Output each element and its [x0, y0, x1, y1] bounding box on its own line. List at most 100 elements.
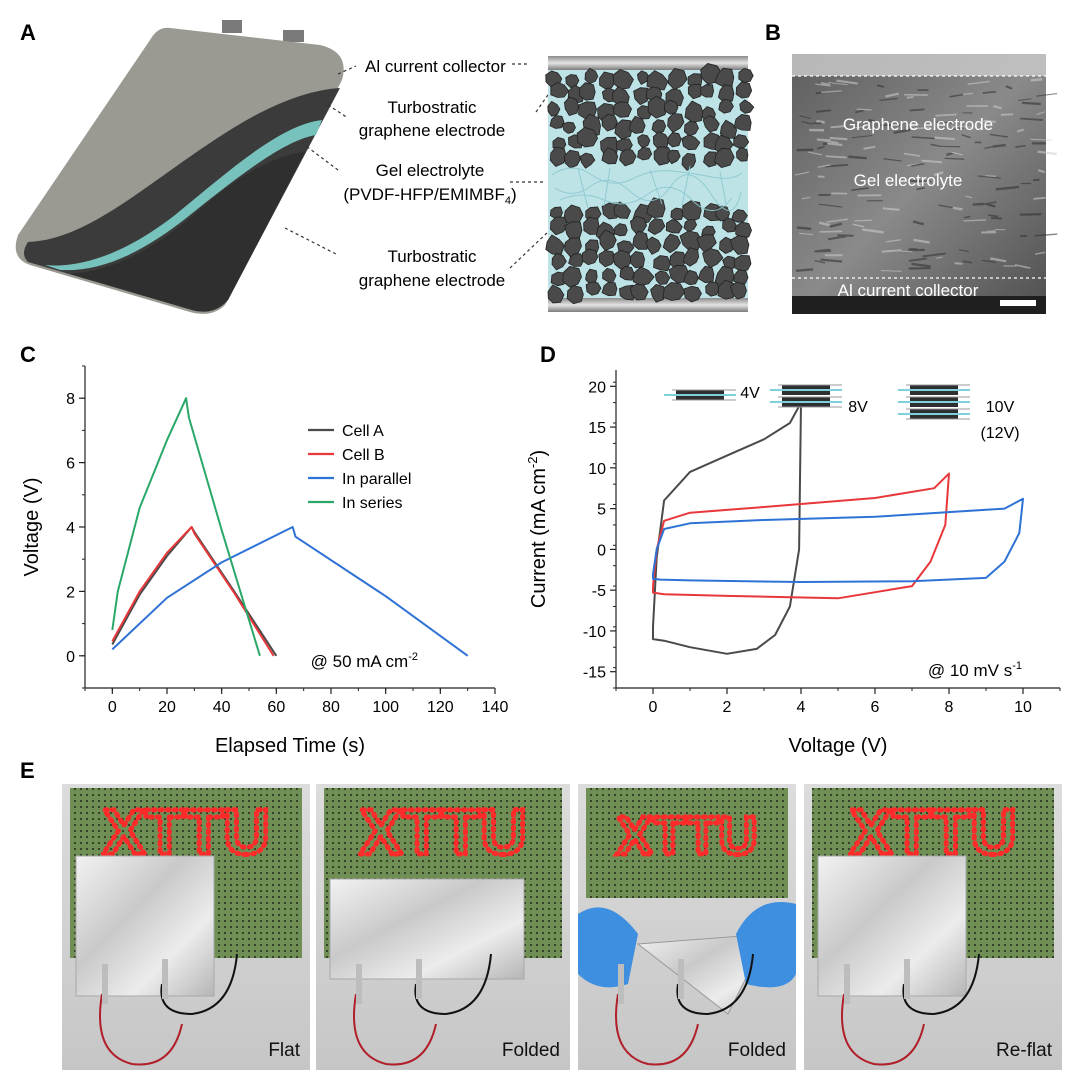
- chart-annotation: @ 50 mA cm-2: [311, 651, 418, 671]
- x-tick-label: 0: [649, 699, 658, 716]
- alligator-clip: [618, 964, 624, 1004]
- series-line-0: [653, 403, 801, 654]
- photo-3: XTTU Folded: [578, 784, 796, 1070]
- panel-d-letter: D: [540, 342, 556, 367]
- y-tick-label: -15: [583, 665, 606, 682]
- y-tick-label: -5: [592, 583, 606, 600]
- y-tick-label: 0: [66, 649, 75, 666]
- chart-annotation: @ 10 mV s-1: [928, 660, 1022, 680]
- label-electrode-top-2: graphene electrode: [359, 121, 506, 140]
- series-line-cell-b: [112, 527, 273, 656]
- x-tick-label: 6: [871, 699, 880, 716]
- stack-inset-icon: [770, 385, 842, 407]
- legend-label: Cell B: [342, 447, 385, 464]
- stack-inset-icon: [898, 385, 970, 419]
- panel-a: A Al current collector Turbostratic grap…: [16, 20, 754, 314]
- alligator-clip: [356, 964, 362, 1004]
- panel-e-letter: E: [20, 758, 35, 783]
- y-tick-label: 20: [588, 379, 606, 396]
- panel-b-letter: B: [765, 20, 781, 45]
- led-text: XTTU: [359, 796, 526, 868]
- sem-label-al: Al current collector: [838, 281, 979, 300]
- graphene-particle: [654, 256, 671, 271]
- inset-label: 10V: [986, 399, 1015, 416]
- x-tick-label: 140: [482, 699, 509, 716]
- y-tick-label: 0: [597, 542, 606, 559]
- scale-bar: [1000, 300, 1036, 306]
- y-axis-title: Current (mA cm-2): [525, 450, 550, 608]
- x-tick-label: 120: [427, 699, 454, 716]
- cross-section-schematic: [546, 56, 754, 312]
- panel-a-letter: A: [20, 20, 36, 45]
- x-tick-label: 8: [945, 699, 954, 716]
- x-tick-label: 80: [322, 699, 340, 716]
- alligator-clip: [904, 959, 910, 999]
- x-tick-label: 0: [108, 699, 117, 716]
- series-line-cell-a: [112, 527, 276, 656]
- graphene-particle: [701, 85, 714, 97]
- label-electrode-bottom-2: graphene electrode: [359, 271, 506, 290]
- y-tick-label: -10: [583, 624, 606, 641]
- graphene-particle: [671, 208, 683, 220]
- inset-label: 4V: [740, 385, 760, 402]
- stack-inset-icon: [664, 390, 736, 400]
- led-text: XTTU: [617, 806, 758, 866]
- panel-b: B Graphene electrode Gel electrolyte Al …: [765, 20, 1057, 314]
- label-electrode-top-1: Turbostratic: [387, 98, 477, 117]
- x-tick-label: 10: [1014, 699, 1032, 716]
- y-tick-label: 15: [588, 420, 606, 437]
- photo-label: Flat: [268, 1040, 300, 1061]
- label-electrode-bottom-1: Turbostratic: [387, 247, 477, 266]
- photo-label: Folded: [728, 1040, 786, 1061]
- y-tick-label: 10: [588, 461, 606, 478]
- y-axis-title: Voltage (V): [21, 478, 43, 577]
- x-tick-label: 40: [213, 699, 231, 716]
- x-tick-label: 4: [797, 699, 806, 716]
- inset-label: 8V: [848, 399, 868, 416]
- alligator-clip: [844, 964, 850, 1004]
- label-al-collector: Al current collector: [365, 57, 506, 76]
- x-tick-label: 2: [723, 699, 732, 716]
- photo-label: Folded: [502, 1040, 560, 1061]
- label-gel-1: Gel electrolyte: [376, 161, 485, 180]
- graphene-particle: [665, 100, 679, 114]
- pouch-cell-illustration: [16, 20, 344, 314]
- y-tick-label: 2: [66, 584, 75, 601]
- label-gel-2: (PVDF-HFP/EMIMBF4): [343, 185, 516, 207]
- panel-c-letter: C: [20, 342, 36, 367]
- y-tick-label: 8: [66, 391, 75, 408]
- alligator-clip: [678, 959, 684, 999]
- sem-label-gel: Gel electrolyte: [854, 171, 963, 190]
- x-tick-label: 100: [372, 699, 399, 716]
- graphene-particle: [740, 100, 754, 113]
- alligator-clip: [162, 959, 168, 999]
- x-tick-label: 20: [158, 699, 176, 716]
- x-axis-title: Voltage (V): [789, 735, 888, 757]
- alligator-clip: [102, 964, 108, 1004]
- pouch-cell: [76, 856, 214, 996]
- y-tick-label: 4: [66, 520, 75, 537]
- x-tick-label: 60: [267, 699, 285, 716]
- alligator-clip: [416, 959, 422, 999]
- x-axis-title: Elapsed Time (s): [215, 735, 365, 757]
- legend-label: In parallel: [342, 471, 411, 488]
- inset-label: (12V): [980, 425, 1019, 442]
- graphene-particle: [739, 68, 753, 82]
- sem-label-electrode: Graphene electrode: [843, 115, 993, 134]
- pouch-cell: [818, 856, 966, 996]
- photo-2: XTTU Folded: [316, 784, 570, 1070]
- legend-label: Cell A: [342, 423, 384, 440]
- series-line-in-parallel: [112, 527, 467, 656]
- series-line-in-series: [112, 398, 260, 656]
- photo-label: Re-flat: [996, 1040, 1053, 1061]
- graphene-particle: [734, 255, 751, 271]
- legend-label: In series: [342, 495, 402, 512]
